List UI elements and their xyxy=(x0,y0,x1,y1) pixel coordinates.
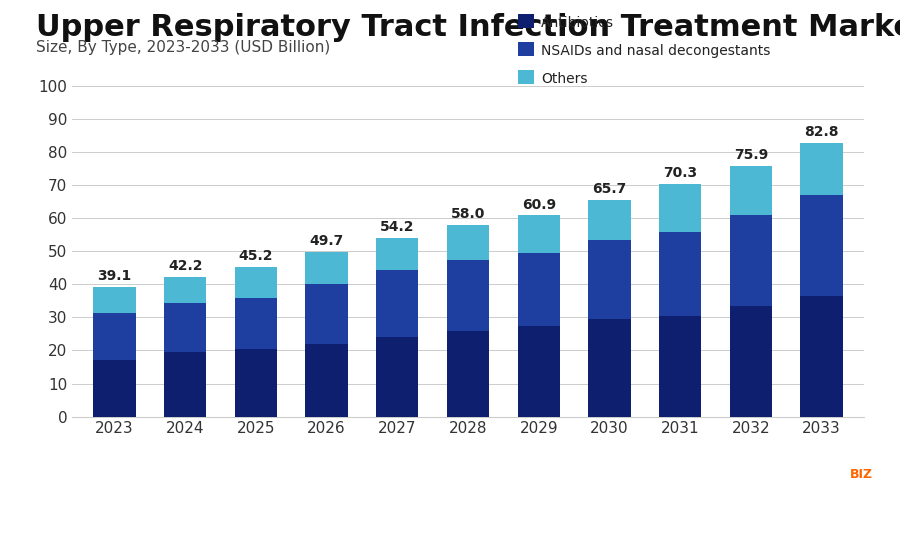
Text: $82.8B: $82.8B xyxy=(500,468,647,504)
Text: 60.9: 60.9 xyxy=(522,198,556,211)
Bar xyxy=(235,349,277,417)
Bar xyxy=(446,225,490,260)
Bar xyxy=(659,316,701,417)
Bar xyxy=(376,270,418,337)
Bar xyxy=(164,303,206,352)
Text: ✓: ✓ xyxy=(640,472,665,500)
Bar xyxy=(94,360,136,417)
Bar xyxy=(589,200,631,240)
Text: 65.7: 65.7 xyxy=(592,182,626,195)
Text: MarketResearch: MarketResearch xyxy=(670,466,835,483)
Text: 75.9: 75.9 xyxy=(734,148,768,162)
Bar xyxy=(94,287,136,312)
Bar xyxy=(800,143,842,195)
Bar xyxy=(659,184,701,232)
Bar xyxy=(730,306,772,417)
Text: The Market will Grow
At the CAGR of:: The Market will Grow At the CAGR of: xyxy=(27,468,186,500)
Bar xyxy=(659,232,701,316)
Bar xyxy=(164,352,206,417)
Text: 39.1: 39.1 xyxy=(97,270,131,284)
Bar xyxy=(518,253,560,326)
Bar xyxy=(164,277,206,303)
Text: WIDE RANGE OF GLOBAL MARKET REPORTS: WIDE RANGE OF GLOBAL MARKET REPORTS xyxy=(670,501,837,509)
Text: 45.2: 45.2 xyxy=(238,249,273,263)
Bar xyxy=(730,215,772,306)
Bar xyxy=(305,253,347,285)
Bar xyxy=(800,195,842,296)
Text: Size, By Type, 2023-2033 (USD Billion): Size, By Type, 2023-2033 (USD Billion) xyxy=(36,40,330,55)
Bar xyxy=(446,331,490,417)
Bar xyxy=(235,268,277,297)
Text: The forecasted market
size for 2033 in USD: The forecasted market size for 2033 in U… xyxy=(324,468,494,500)
Bar xyxy=(305,344,347,417)
Text: Antibiotics: Antibiotics xyxy=(541,16,614,30)
Text: 70.3: 70.3 xyxy=(663,167,698,180)
Bar xyxy=(518,216,560,253)
Text: BIZ: BIZ xyxy=(850,468,873,481)
Bar xyxy=(94,312,136,360)
Bar xyxy=(446,260,490,331)
Text: Upper Respiratory Tract Infection Treatment Market: Upper Respiratory Tract Infection Treatm… xyxy=(36,13,900,42)
Text: 54.2: 54.2 xyxy=(380,219,415,234)
Text: Others: Others xyxy=(541,72,588,85)
Bar xyxy=(589,240,631,319)
Bar xyxy=(305,285,347,344)
Bar xyxy=(376,238,418,270)
Text: 42.2: 42.2 xyxy=(168,259,202,273)
Bar xyxy=(235,297,277,349)
Text: 8.0%: 8.0% xyxy=(180,468,284,504)
Text: 58.0: 58.0 xyxy=(451,207,485,221)
Bar xyxy=(518,326,560,417)
Bar xyxy=(376,337,418,417)
Bar xyxy=(589,319,631,417)
Text: NSAIDs and nasal decongestants: NSAIDs and nasal decongestants xyxy=(541,44,770,58)
Text: 82.8: 82.8 xyxy=(805,125,839,139)
Bar xyxy=(800,296,842,417)
Bar xyxy=(730,166,772,215)
Text: 49.7: 49.7 xyxy=(310,234,344,248)
